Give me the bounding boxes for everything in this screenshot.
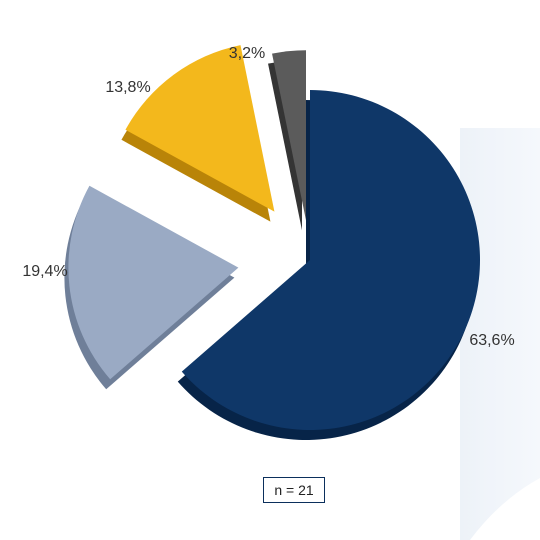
- slice-label: 63,6%: [469, 332, 514, 349]
- sample-size-box: n = 21: [263, 477, 325, 503]
- slice-label: 3,2%: [229, 45, 265, 62]
- slice-label: 13,8%: [105, 79, 150, 96]
- background-panel: [460, 128, 540, 540]
- pie-slice: [68, 185, 239, 380]
- pie-slice: [125, 45, 275, 212]
- pie-slice: [272, 50, 306, 221]
- background-curve: [470, 478, 540, 540]
- slice-label: 19,4%: [22, 263, 67, 280]
- pie-slice: [181, 90, 480, 431]
